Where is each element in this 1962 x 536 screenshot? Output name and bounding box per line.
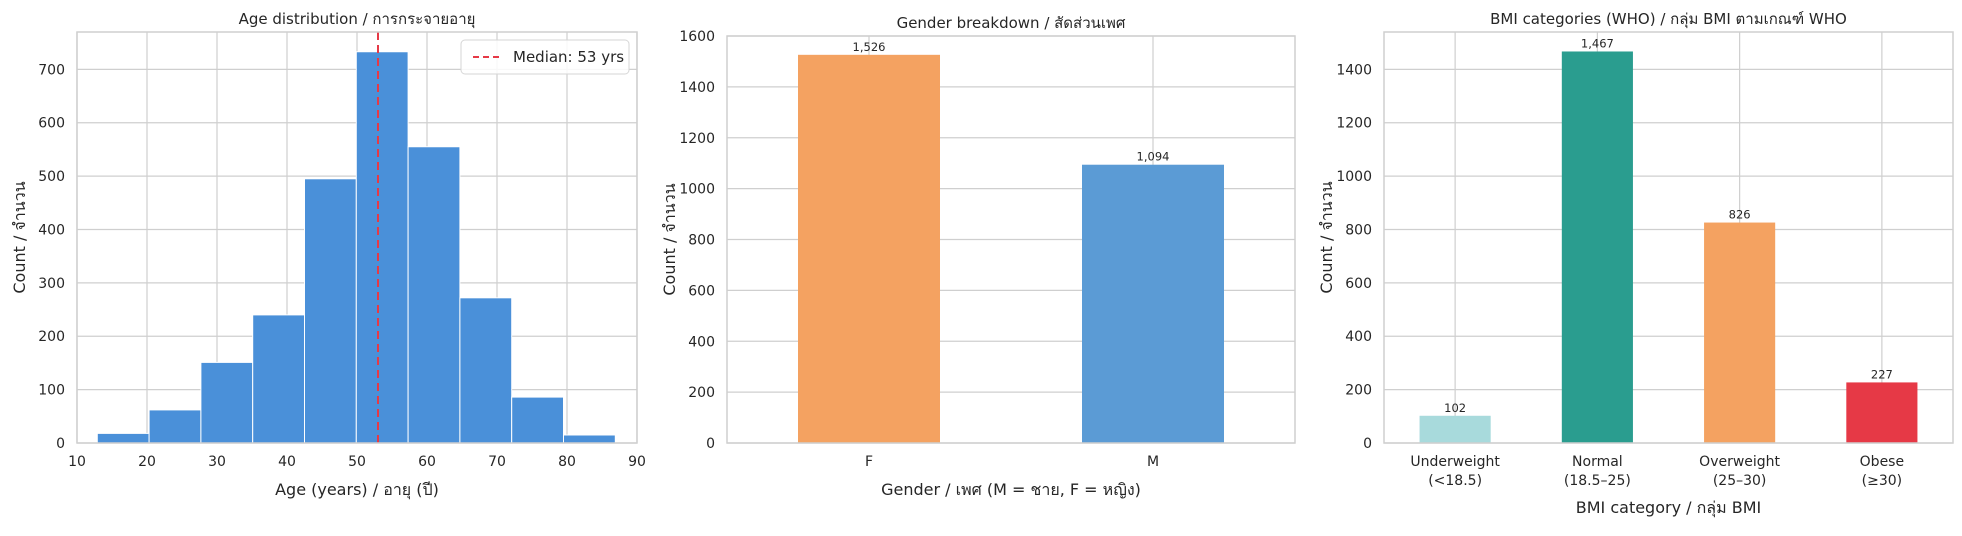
x-axis-label: Age (years) / อายุ (ปี) [275, 480, 439, 500]
y-tick-label: 500 [38, 169, 65, 185]
y-tick-label: 600 [38, 116, 65, 132]
x-tick-label: 50 [348, 454, 366, 470]
bar [1561, 51, 1633, 443]
x-tick-label: 40 [278, 454, 296, 470]
y-axis-label: Count / จำนวน [10, 181, 29, 293]
y-tick-label: 1600 [679, 29, 715, 45]
bar-value-label: 1,467 [1581, 36, 1614, 50]
y-tick-label: 100 [38, 383, 65, 399]
x-tick-label: 30 [208, 454, 226, 470]
x-tick-label: (25–30) [1713, 473, 1767, 489]
x-tick-label: 80 [558, 454, 576, 470]
y-tick-label: 1200 [1336, 116, 1372, 132]
legend-box [460, 39, 630, 75]
histogram-bar [563, 434, 616, 444]
histogram-bar [459, 297, 513, 444]
legend-median-label: Median: 53 yrs [513, 48, 624, 66]
x-tick-label: (≥30) [1862, 473, 1902, 489]
y-tick-label: 700 [38, 62, 65, 78]
plot-frame [1383, 31, 1954, 444]
bar [798, 54, 940, 443]
plot-frame [76, 31, 638, 444]
bar [1846, 382, 1918, 443]
x-tick-label: M [1147, 454, 1159, 470]
plot-frame [726, 35, 1296, 444]
y-tick-label: 1400 [679, 80, 715, 96]
bar-value-label: 102 [1444, 401, 1466, 415]
histogram-bar [148, 409, 202, 444]
x-tick-label: 10 [68, 454, 86, 470]
y-tick-label: 1000 [1336, 169, 1372, 185]
y-tick-label: 200 [1345, 383, 1372, 399]
histogram-bar [252, 314, 305, 444]
y-tick-label: 200 [38, 329, 65, 345]
y-tick-label: 0 [706, 436, 715, 452]
x-tick-label: 60 [418, 454, 436, 470]
gender-bar-panel: Gender breakdown / สัดส่วนเพศ 0 200 400 600 8… [660, 14, 1296, 499]
y-tick-label: 300 [38, 276, 65, 292]
x-tick-label: Obese [1860, 454, 1904, 470]
histogram-bar [407, 146, 461, 444]
y-tick-label: 1200 [679, 131, 715, 147]
bar-value-label: 1,526 [853, 40, 886, 54]
bar-value-label: 1,094 [1137, 150, 1170, 164]
chart-title: Gender breakdown / สัดส่วนเพศ [897, 14, 1126, 32]
bmi-bar-panel: BMI categories (WHO) / กลุ่ม BMI ตามเกณฑ… [1317, 10, 1954, 518]
histogram-bar [355, 51, 409, 444]
x-tick-label: Overweight [1699, 454, 1780, 470]
y-tick-label: 0 [1363, 436, 1372, 452]
y-tick-label: 400 [688, 334, 715, 350]
x-tick-label: Normal [1572, 454, 1623, 470]
x-axis-label: BMI category / กลุ่ม BMI [1576, 498, 1761, 518]
x-tick-label: 70 [488, 454, 506, 470]
y-axis-label: Count / จำนวน [1317, 181, 1336, 293]
x-tick-label: Underweight [1410, 454, 1500, 470]
x-tick-label: (18.5–25) [1564, 473, 1631, 489]
x-axis-label: Gender / เพศ (M = ชาย, F = หญิง) [881, 480, 1141, 499]
y-tick-label: 800 [688, 233, 715, 249]
y-tick-label: 400 [38, 222, 65, 238]
histogram-bar [511, 396, 565, 444]
histogram-bar [96, 432, 150, 444]
histogram-bar [304, 178, 357, 444]
y-tick-label: 1000 [679, 182, 715, 198]
chart-title: Age distribution / การกระจายอายุ [239, 10, 476, 29]
y-tick-label: 1400 [1336, 62, 1372, 78]
bar [1419, 415, 1491, 443]
y-tick-label: 600 [1345, 276, 1372, 292]
chart-title: BMI categories (WHO) / กลุ่ม BMI ตามเกณฑ… [1490, 10, 1847, 29]
x-tick-label: F [865, 454, 873, 470]
bar [1704, 222, 1776, 443]
y-tick-label: 0 [56, 436, 65, 452]
bar-value-label: 227 [1871, 367, 1893, 381]
y-tick-label: 600 [688, 283, 715, 299]
bar-value-label: 826 [1729, 208, 1751, 222]
histogram-bar [200, 361, 254, 444]
x-tick-label: 20 [138, 454, 156, 470]
y-tick-label: 200 [688, 385, 715, 401]
x-tick-label: 90 [628, 454, 646, 470]
y-axis-label: Count / จำนวน [660, 183, 679, 295]
age-histogram-panel: Age distribution / การกระจายอายุ 0 100 200 3… [10, 10, 646, 500]
y-tick-label: 400 [1345, 329, 1372, 345]
bar [1082, 164, 1224, 443]
x-tick-label: (<18.5) [1428, 473, 1482, 489]
y-tick-label: 800 [1345, 222, 1372, 238]
